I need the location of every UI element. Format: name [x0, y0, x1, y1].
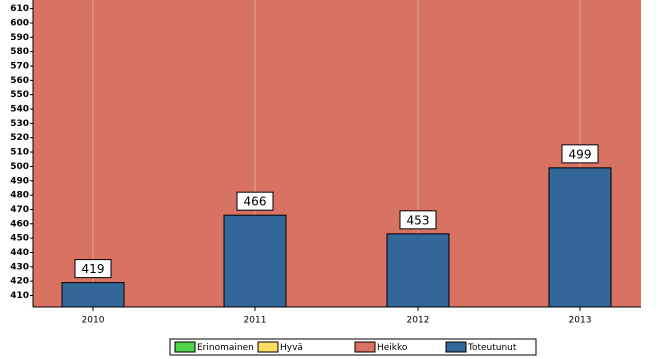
y-tick-label: 540 — [10, 105, 29, 115]
x-tick-label: 2012 — [407, 316, 430, 326]
legend-swatch — [257, 341, 279, 353]
y-tick-label: 610 — [10, 4, 29, 14]
x-tick-label: 2010 — [82, 316, 105, 326]
y-tick-label: 580 — [10, 47, 29, 57]
value-label: 453 — [407, 213, 430, 227]
value-label: 499 — [569, 147, 592, 161]
y-tick-label: 570 — [10, 61, 29, 71]
bar — [386, 233, 450, 308]
value-label-box — [236, 191, 274, 211]
y-tick-label: 410 — [10, 291, 29, 301]
y-tick-label: 550 — [10, 90, 29, 100]
value-label: 419 — [82, 262, 105, 276]
y-tick-label: 420 — [10, 277, 29, 287]
grid: 410 420 430 440 450 460 470 480 490 500 510 520 530 5… — [10, 0, 581, 307]
value-label: 466 — [244, 195, 267, 209]
legend-swatch — [174, 341, 196, 353]
bar — [548, 167, 612, 308]
y-tick-label: 500 — [10, 162, 29, 172]
legend-label: Erinomainen — [197, 343, 254, 353]
legend-swatch — [354, 341, 376, 353]
value-label-box — [74, 259, 112, 279]
y-tick-label: 470 — [10, 205, 29, 215]
y-tick-label: 510 — [10, 148, 29, 158]
legend-swatch — [445, 341, 467, 353]
y-tick-label: 460 — [10, 219, 29, 229]
y-tick-label: 520 — [10, 133, 29, 143]
y-tick-label: 440 — [10, 248, 29, 258]
area — [33, 0, 641, 307]
legend-items: Erinomainen Hyvä Heikko Toteutunut — [174, 341, 517, 353]
y-tick-label: 480 — [10, 191, 29, 201]
y-tick-label: 560 — [10, 76, 29, 86]
value-label-box — [399, 210, 437, 230]
bar — [223, 214, 287, 308]
bars: 2010 419 2011 466 2012 453 2013 499 — [61, 144, 612, 326]
areas — [33, 0, 641, 307]
x-tick-label: 2013 — [569, 316, 592, 326]
x-tick-label: 2011 — [244, 316, 267, 326]
legend-label: Heikko — [377, 343, 408, 353]
y-tick-label: 590 — [10, 33, 29, 43]
y-tick-label: 530 — [10, 119, 29, 129]
y-tick-label: 600 — [10, 18, 29, 28]
bar — [61, 282, 125, 308]
y-tick-label: 450 — [10, 234, 29, 244]
legend-label: Toteutunut — [467, 343, 517, 353]
value-label-box — [561, 144, 599, 164]
legend-label: Hyvä — [280, 343, 303, 353]
y-tick-label: 430 — [10, 262, 29, 272]
y-tick-label: 490 — [10, 176, 29, 186]
